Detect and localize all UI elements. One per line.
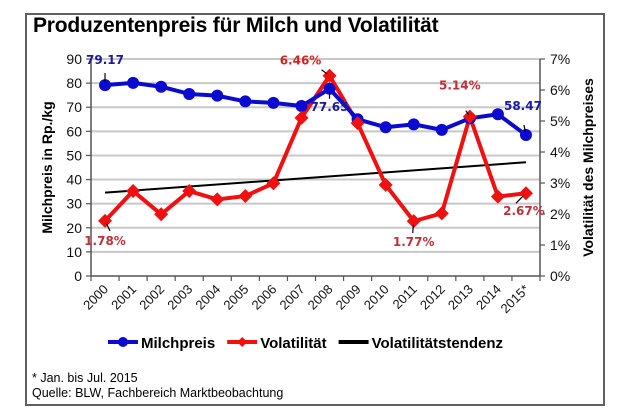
milchpreis-point — [211, 89, 224, 102]
x-tick-label: 2005 — [220, 282, 251, 313]
footnote: * Jan. bis Jul. 2015 Quelle: BLW, Fachbe… — [32, 371, 283, 401]
x-tick-label: 2012 — [417, 282, 448, 313]
annotation-leader — [412, 224, 415, 234]
volatility-point — [294, 110, 309, 125]
y-axis-title: Milchpreis in Rp./kg — [39, 101, 55, 233]
annotation-label: 58.47 — [504, 99, 542, 113]
trend-line — [104, 161, 527, 194]
annotation-label: 77.65 — [311, 100, 349, 114]
annotation-label: 1.78% — [84, 234, 126, 248]
x-tick-label: 2009 — [333, 282, 364, 313]
milchpreis-point — [239, 95, 252, 108]
y-tick-label: 80 — [66, 75, 82, 91]
annotation-label: 6.46% — [280, 54, 322, 68]
y-tick-label: 50 — [66, 147, 82, 163]
x-tick-label: 2001 — [108, 282, 139, 313]
x-tick-label: 2002 — [136, 282, 167, 313]
y-tick-label: 70 — [66, 99, 82, 115]
milchpreis-point — [519, 129, 532, 142]
volatility-point — [350, 116, 365, 131]
milchpreis-point — [295, 100, 308, 113]
volatility-point — [238, 189, 253, 204]
x-tick-label: 2000 — [80, 282, 111, 313]
volatility-point — [406, 214, 421, 229]
volatility-point — [434, 206, 449, 221]
legend-swatch-marker — [118, 337, 128, 347]
volatility-point — [378, 177, 393, 192]
milchpreis-point — [491, 108, 504, 121]
y-tick-label: 20 — [66, 220, 82, 236]
milchpreis-point — [183, 87, 196, 100]
footnote-source: Quelle: BLW, Fachbereich Marktbeobachtun… — [32, 386, 284, 400]
legend-label: Milchpreis — [141, 335, 215, 352]
volatility-point — [462, 109, 477, 124]
volatility-point — [322, 68, 337, 83]
x-tick-label: 2015* — [497, 282, 532, 317]
milchpreis-point — [407, 118, 420, 131]
milchpreis-point — [323, 82, 336, 95]
annotation-leader — [321, 69, 328, 75]
y2-tick-label: 4% — [550, 144, 570, 160]
x-tick-label: 2006 — [248, 282, 279, 313]
annotation-label: 79.17 — [86, 53, 124, 67]
legend-swatch-marker — [237, 337, 248, 347]
volatility-point — [266, 176, 281, 191]
annotation-leader — [515, 195, 524, 204]
milchpreis-point — [379, 121, 392, 134]
y-tick-label: 60 — [66, 123, 82, 139]
y-tick-label: 30 — [66, 196, 82, 212]
legend-label: Volatilität — [260, 335, 326, 352]
volatility-point — [210, 192, 225, 207]
y-tick-label: 90 — [66, 51, 82, 67]
y2-tick-label: 3% — [550, 175, 570, 191]
x-tick-label: 2003 — [164, 282, 195, 313]
milchpreis-point — [155, 80, 168, 93]
y2-tick-label: 5% — [550, 113, 570, 129]
x-tick-label: 2004 — [192, 282, 223, 313]
x-tick-label: 2007 — [277, 282, 308, 313]
y2-tick-label: 0% — [550, 268, 570, 284]
annotation-leader — [465, 110, 470, 116]
y2-tick-label: 1% — [550, 237, 570, 253]
legend-label: Volatilitätstendenz — [372, 335, 503, 352]
milchpreis-point — [99, 79, 112, 92]
annotation-label: 1.77% — [393, 235, 435, 249]
volatility-point — [490, 189, 505, 204]
milchpreis-point — [127, 76, 140, 89]
volatility-point — [182, 184, 197, 199]
y-tick-label: 10 — [66, 244, 82, 260]
annotation-label: 5.14% — [439, 79, 481, 93]
volatility-point — [98, 213, 113, 228]
y2-axis-title: Volatilität des Milchpreises — [580, 78, 596, 257]
milchpreis-line — [104, 80, 528, 137]
volatility-point — [154, 207, 169, 222]
y2-tick-label: 6% — [550, 82, 570, 98]
chart-title: Produzentenpreis für Milch und Volatilit… — [33, 14, 439, 37]
annotation-label: 2.67% — [503, 204, 545, 218]
y-tick-label: 40 — [66, 172, 82, 188]
annotation-leader — [105, 223, 111, 232]
x-tick-label: 2013 — [445, 282, 476, 313]
volatility-point — [126, 184, 141, 199]
milchpreis-point — [435, 123, 448, 136]
y2-tick-label: 2% — [550, 206, 570, 222]
x-tick-label: 2011 — [389, 282, 419, 312]
y2-tick-label: 7% — [550, 51, 570, 67]
y-tick-label: 0 — [74, 268, 82, 284]
x-tick-label: 2008 — [305, 282, 336, 313]
annotation-leader — [523, 124, 526, 133]
milchpreis-point — [267, 96, 280, 109]
footnote-note: * Jan. bis Jul. 2015 — [32, 371, 138, 385]
x-tick-label: 2010 — [361, 282, 392, 313]
